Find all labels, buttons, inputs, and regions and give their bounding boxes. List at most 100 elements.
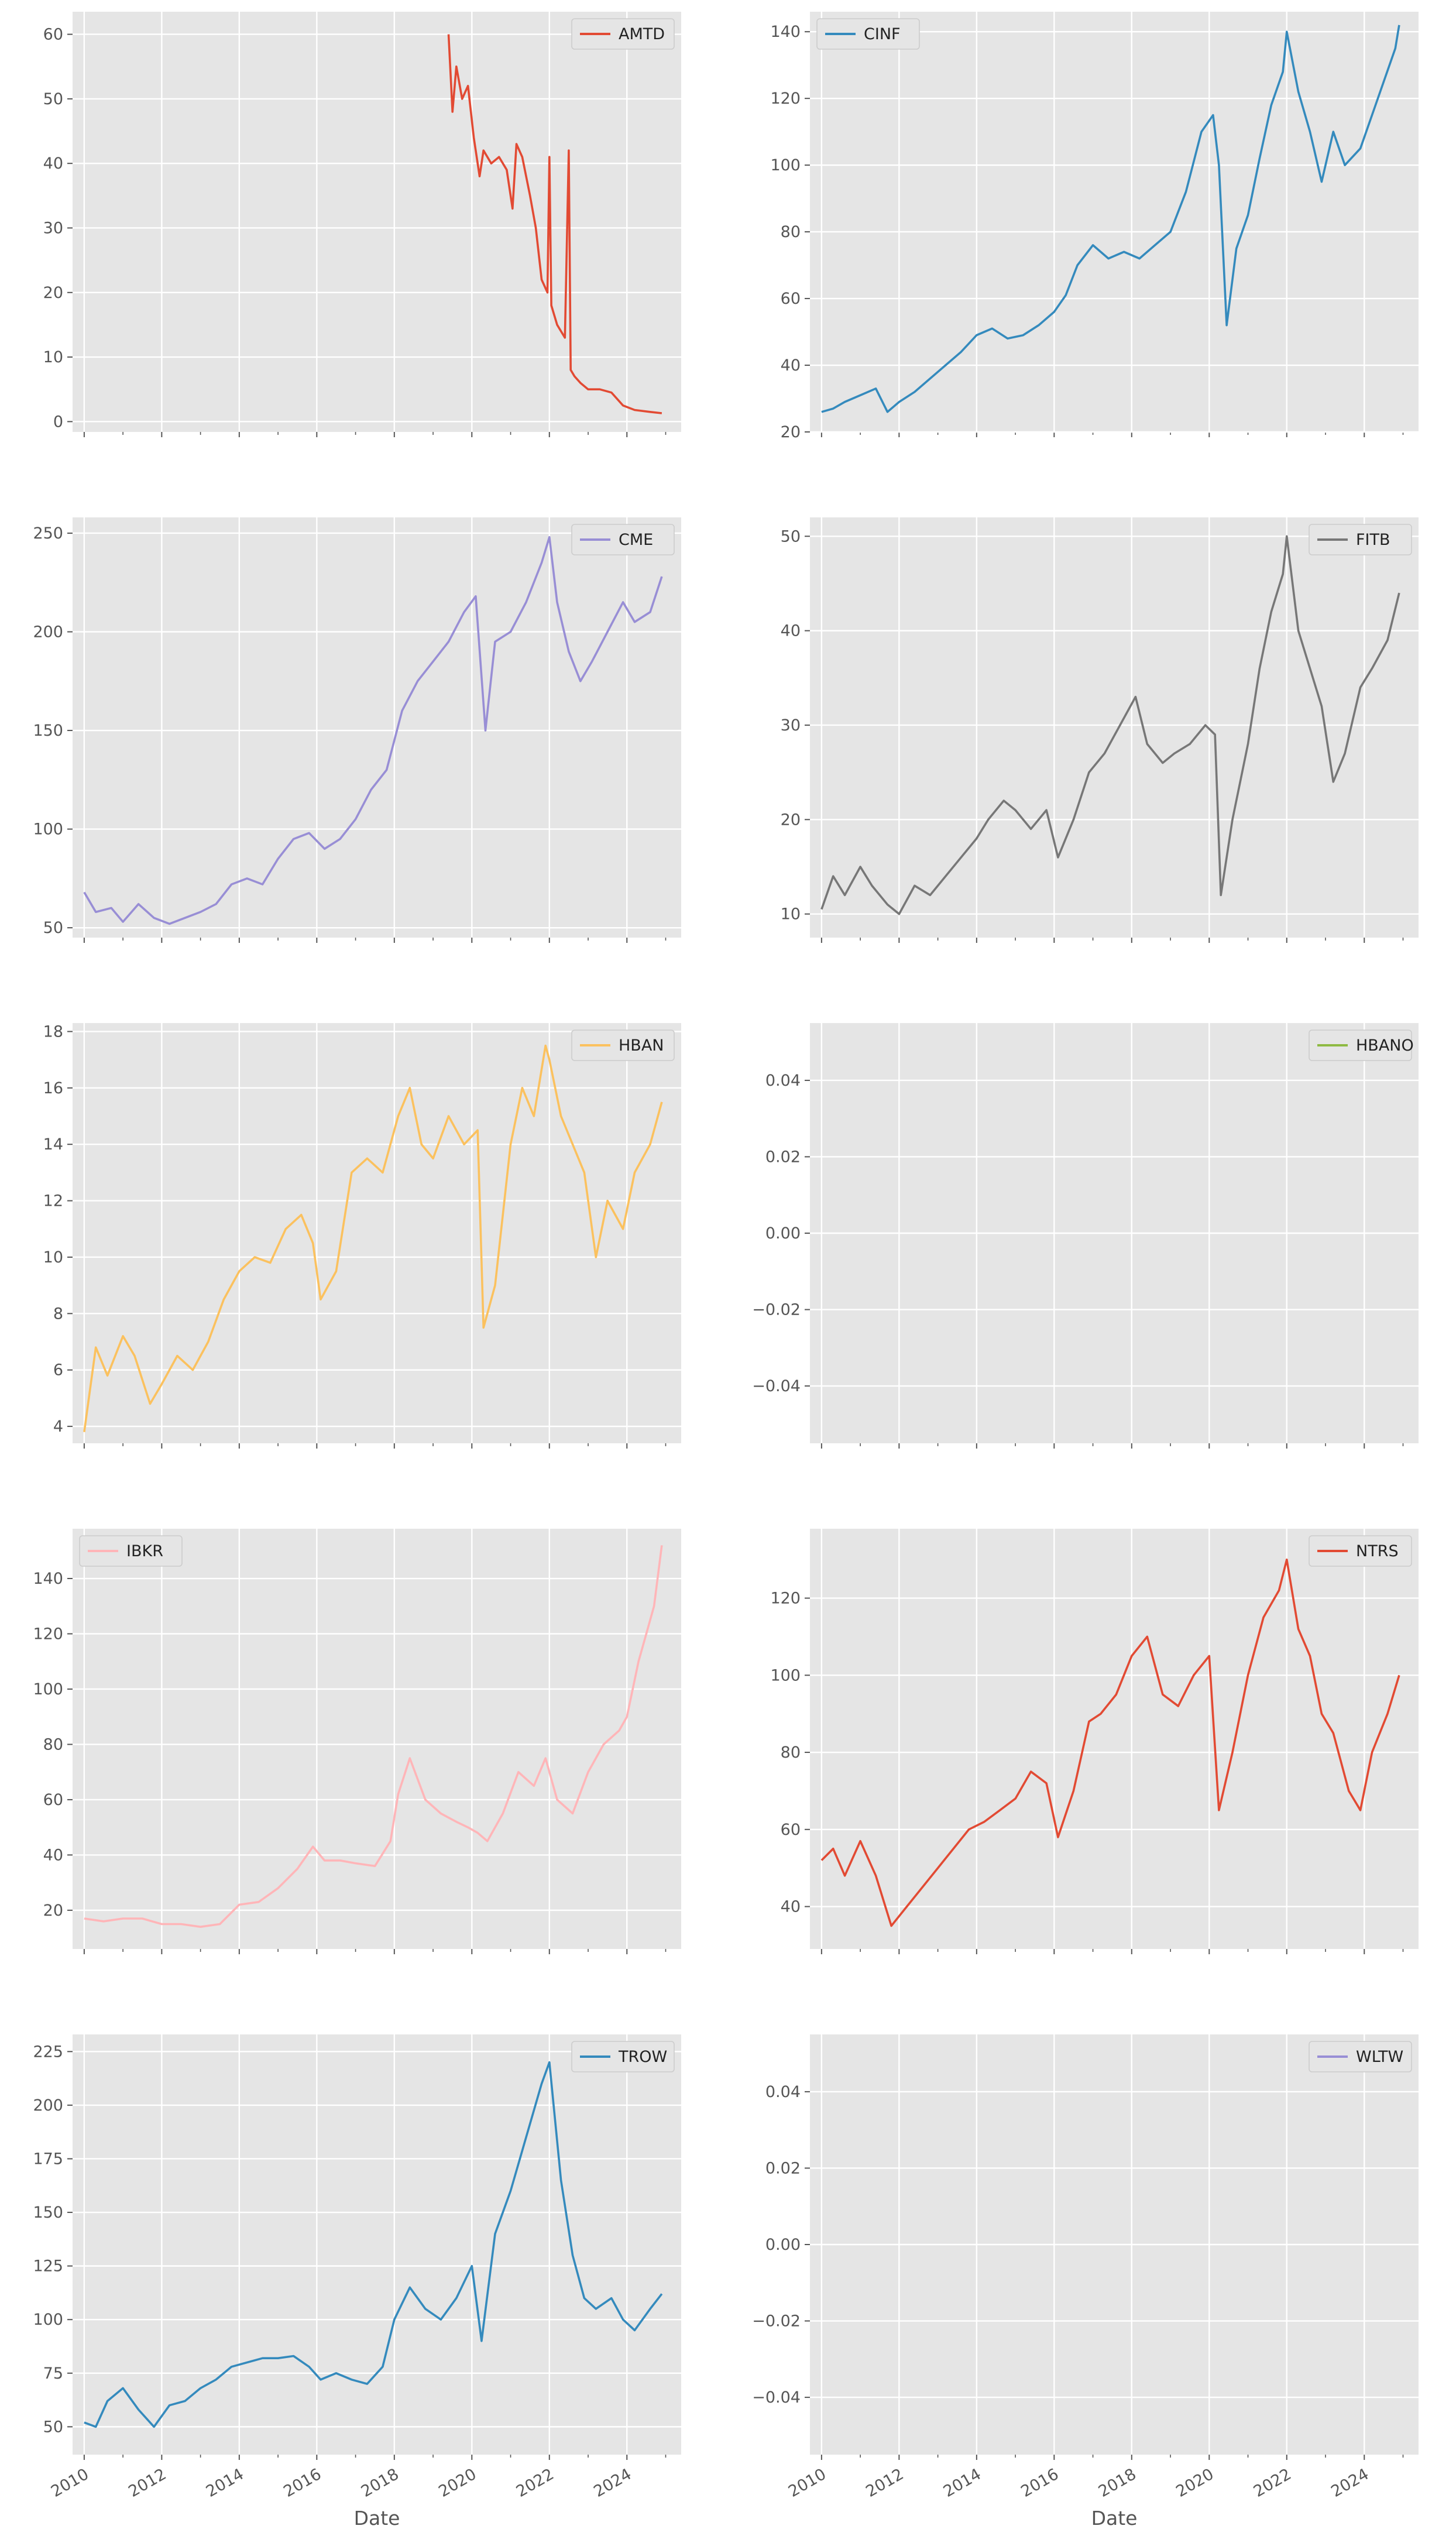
series-line-ibkr [84,1545,663,1928]
legend-label: FITB [1356,531,1390,549]
panel-ntrs: 40 60 80 100 120 NTRS [770,1529,1419,1954]
y-tick-label: 100 [33,1680,63,1698]
y-tick-label: 0.02 [765,2159,801,2177]
legend: HBAN [571,1030,675,1061]
y-tick-label: 60 [781,290,801,308]
y-tick-label: 50 [43,919,63,937]
x-axis-label: Date [354,2507,400,2530]
panel-hbano: 0.04 0.02 0.00 −0.02 −0.04 HBANO [752,1023,1419,1449]
plot-area [73,517,681,938]
panel-fitb: 10 20 30 40 50 FITB [781,517,1419,943]
y-tick-label: 100 [33,821,63,839]
y-tick-label: 75 [43,2365,63,2383]
series-line-amtd [447,34,662,414]
y-tick-label: 40 [781,356,801,375]
legend: FITB [1309,524,1412,555]
y-tick-label: 0 [53,413,63,431]
legend-box [1309,2041,1412,2072]
legend-label: HBAN [619,1037,664,1055]
y-tick-label: 80 [781,223,801,241]
y-tick-label: 20 [781,811,801,829]
x-tick-label: 2010 [785,2465,829,2501]
x-tick-label: 2020 [435,2465,479,2501]
y-tick-label: 150 [33,2204,63,2222]
panel-amtd: 0 10 20 30 40 50 60 AMTD [43,12,681,437]
legend-box [1309,1030,1412,1061]
y-tick-label: 50 [43,2418,63,2436]
plot-area [810,517,1419,938]
y-tick-label: 4 [53,1418,63,1436]
y-tick-label: 0.02 [765,1148,801,1166]
x-tick-label: 2020 [1173,2465,1217,2501]
y-tick-label: −0.02 [752,1301,801,1319]
legend-label: NTRS [1356,1542,1399,1560]
y-tick-label: −0.02 [752,2312,801,2331]
y-tick-label: 250 [33,524,63,543]
y-tick-label: 120 [770,1590,801,1608]
y-tick-label: 50 [781,527,801,545]
series-line-cinf [821,25,1400,413]
y-tick-label: 100 [770,156,801,174]
plot-area [73,1023,681,1443]
panel-hban: 4 6 8 10 12 14 16 18 HBAN [43,1022,681,1449]
x-tick-label: 2014 [203,2465,247,2501]
legend-box [571,18,675,50]
x-tick-label: 2022 [1251,2465,1294,2501]
legend-box [1309,524,1412,555]
y-tick-label: 40 [781,622,801,640]
y-tick-label: 10 [43,348,63,366]
y-tick-label: 40 [43,155,63,173]
legend-label: HBANO [1356,1037,1414,1055]
panel-cme: 50 100 150 200 250 CME [33,517,681,943]
series-line-fitb [820,535,1400,915]
x-tick-label: 2018 [358,2465,402,2501]
panel-ibkr: 20 40 60 80 100 120 140 IBKR [33,1529,681,1954]
y-tick-label: 80 [781,1744,801,1762]
y-tick-label: 10 [781,905,801,924]
legend: CME [571,524,675,555]
legend-label: CME [619,531,653,549]
panel-trow: 50 75 100 125 150 175 200 225 2010 2012 2014 2016 20… [33,2034,681,2530]
legend-box [571,524,675,555]
x-tick-label: 2010 [48,2465,92,2501]
x-tick-label: 2018 [1096,2465,1139,2501]
y-tick-label: 175 [33,2150,63,2168]
legend: AMTD [571,18,675,50]
x-tick-label: 2012 [125,2465,169,2501]
series-line-ntrs [820,1558,1400,1927]
y-tick-label: −0.04 [752,1377,801,1395]
x-tick-label: 2016 [280,2465,324,2501]
y-tick-label: 100 [770,1666,801,1684]
y-tick-label: 60 [43,1791,63,1809]
y-tick-label: 125 [33,2257,63,2276]
y-tick-label: 20 [43,1902,63,1920]
y-tick-label: 200 [33,2096,63,2115]
y-tick-label: 150 [33,722,63,740]
legend-box [571,1030,675,1061]
y-tick-label: 120 [33,1625,63,1643]
x-tick-label: 2012 [863,2465,906,2501]
y-tick-label: 16 [43,1079,63,1097]
y-tick-label: 20 [43,284,63,302]
legend: IBKR [79,1535,183,1567]
y-tick-label: −0.04 [752,2389,801,2407]
y-tick-label: 30 [781,716,801,735]
legend-label: IBKR [126,1542,163,1560]
plot-area [73,2034,681,2455]
legend: HBANO [1309,1030,1414,1061]
y-tick-label: 40 [781,1898,801,1916]
plot-area [810,1529,1419,1949]
y-tick-label: 8 [53,1305,63,1323]
x-tick-label: 2016 [1018,2465,1062,2501]
plot-area [810,12,1419,432]
y-tick-label: 140 [33,1570,63,1588]
plot-area [73,1529,681,1949]
y-tick-label: 50 [43,90,63,108]
x-tick-label: 2014 [940,2465,984,2501]
panel-wltw: 0.04 0.02 0.00 −0.02 −0.04 2010 2012 2014 2016 20… [752,2034,1419,2530]
series-line-cme [83,536,663,925]
series-line-trow [84,2061,663,2428]
y-tick-label: 10 [43,1248,63,1267]
legend: CINF [816,18,920,50]
